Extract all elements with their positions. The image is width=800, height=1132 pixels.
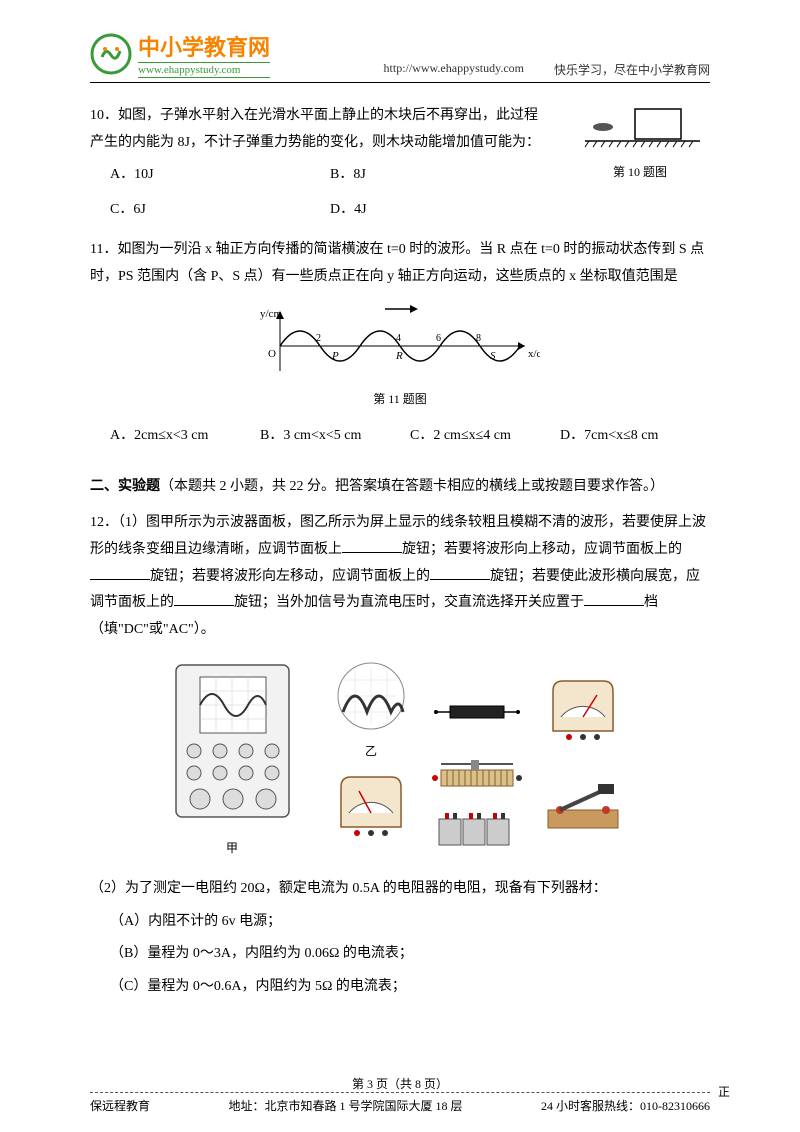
fig-yi-label: 乙 [335, 740, 407, 763]
blank-3 [430, 566, 490, 580]
header-site: http://www.ehappystudy.com [384, 61, 524, 78]
logo-title: 中小学教育网 [138, 30, 270, 62]
content: 10．如图，子弹水平射入在光滑水平面上静止的木块后不再穿出，此过程产生的内能为 … [90, 103, 710, 1000]
q10-figure: 第 10 题图 [570, 103, 710, 223]
logo-icon [90, 33, 132, 75]
q12-p2: （2）为了测定一电阻约 20Ω，额定电流为 0.5A 的电阻器的电阻，现备有下列… [90, 876, 710, 903]
svg-text:S: S [490, 350, 496, 362]
q11-opt-d: D．7cm<x≤8 cm [560, 423, 710, 450]
equipment-grid: 乙 [321, 667, 633, 853]
logo: 中小学教育网 www.ehappystudy.com [90, 30, 270, 78]
oscilloscope-figure: 甲 [167, 659, 297, 860]
blank-1 [342, 539, 402, 553]
q11-figure: y/cm x/cm O 2 P 4 R 6 8 S 第 11 题图 [90, 301, 710, 412]
logo-url: www.ehappystudy.com [138, 62, 270, 78]
question-11: 11．如图为一列沿 x 轴正方向传播的简谐横波在 t=0 时的波形。当 R 点在… [90, 237, 710, 449]
battery-icon [427, 807, 527, 851]
rheostat-icon [427, 754, 527, 796]
q12-p1e: 旋钮；当外加信号为直流电压时，交直流选择开关应置于 [234, 595, 584, 610]
question-12: 12．（1）图甲所示为示波器面板，图乙所示为屏上显示的线条较粗且模糊不清的波形，… [90, 510, 710, 1000]
footer-hotline: 24 小时客服热线：010-82310666 [541, 1097, 710, 1114]
q10-opt-a: A．10J [110, 162, 330, 189]
svg-text:R: R [395, 350, 403, 362]
blank-2 [90, 566, 150, 580]
oscilloscope-icon [170, 659, 295, 829]
ammeter-icon [543, 673, 623, 751]
bullet-block-icon [575, 103, 705, 149]
q11-opt-c: C．2 cm≤x≤4 cm [410, 423, 560, 450]
q10-options: A．10J B．8J C．6J D．4J [110, 162, 550, 223]
footer-address: 地址：北京市知春路 1 号学院国际大厦 18 层 [229, 1097, 463, 1114]
q12-item-c: （C）量程为 0～0.6A，内阻约为 5Ω 的电流表； [110, 974, 710, 1001]
resistor-icon [432, 692, 522, 732]
blank-5 [584, 592, 644, 606]
page-number: 第 3 页（共 8 页） [90, 1075, 710, 1092]
q11-opt-a: A．2cm≤x<3 cm [110, 423, 260, 450]
q11-options: A．2cm≤x<3 cm B．3 cm<x<5 cm C．2 cm≤x≤4 cm… [110, 423, 710, 450]
q11-opt-b: B．3 cm<x<5 cm [260, 423, 410, 450]
header-slogan: 快乐学习，尽在中小学教育网 [554, 61, 710, 78]
q11-text: 11．如图为一列沿 x 轴正方向传播的简谐横波在 t=0 时的波形。当 R 点在… [90, 237, 710, 290]
q10-caption: 第 10 题图 [613, 165, 667, 179]
q12-p1c: 旋钮；若要将波形向左移动，应调节面板上的 [150, 569, 430, 584]
svg-text:O: O [268, 348, 276, 360]
section-prefix: 二、 [90, 479, 118, 494]
q12-figures: 甲 乙 [90, 659, 710, 860]
svg-text:6: 6 [436, 333, 441, 344]
blank-4 [174, 592, 234, 606]
svg-text:2: 2 [316, 333, 321, 344]
dash-line [90, 1092, 710, 1093]
footer-company: 保远程教育 [90, 1097, 150, 1114]
section-rest: （本题共 2 小题，共 22 分。把答案填在答题卡相应的横线上或按题目要求作答。… [160, 479, 664, 494]
q12-item-a: （A）内阻不计的 6v 电源； [110, 909, 710, 936]
svg-text:P: P [331, 350, 339, 362]
page-footer: 第 3 页（共 8 页） 保远程教育 地址：北京市知春路 1 号学院国际大厦 1… [90, 1071, 710, 1114]
svg-text:4: 4 [396, 333, 401, 344]
fig-jia-label: 甲 [167, 837, 297, 860]
question-10: 10．如图，子弹水平射入在光滑水平面上静止的木块后不再穿出，此过程产生的内能为 … [90, 103, 710, 223]
voltmeter-icon [331, 769, 411, 847]
svg-text:x/cm: x/cm [528, 348, 540, 360]
q11-caption: 第 11 题图 [90, 388, 710, 411]
q12-item-b: （B）量程为 0～3A，内阻约为 0.06Ω 的电流表； [110, 941, 710, 968]
wave-graph-icon: y/cm x/cm O 2 P 4 R 6 8 S [260, 301, 540, 381]
svg-text:y/cm: y/cm [260, 308, 282, 320]
page-header: 中小学教育网 www.ehappystudy.com http://www.eh… [90, 30, 710, 83]
section-bold: 实验题 [118, 479, 160, 494]
switch-icon [538, 780, 628, 836]
q12-p1: 12．（1）图甲所示为示波器面板，图乙所示为屏上显示的线条较粗且模糊不清的波形，… [90, 510, 710, 643]
q10-opt-d: D．4J [330, 197, 550, 224]
section-2-title: 二、实验题（本题共 2 小题，共 22 分。把答案填在答题卡相应的横线上或按题目… [90, 474, 710, 501]
screen-yi-icon [335, 660, 407, 732]
svg-text:8: 8 [476, 333, 481, 344]
q12-p1b: 旋钮；若要将波形向上移动，应调节面板上的 [402, 542, 682, 557]
q10-text: 10．如图，子弹水平射入在光滑水平面上静止的木块后不再穿出，此过程产生的内能为 … [90, 103, 550, 156]
q10-opt-b: B．8J [330, 162, 550, 189]
q10-opt-c: C．6J [110, 197, 330, 224]
